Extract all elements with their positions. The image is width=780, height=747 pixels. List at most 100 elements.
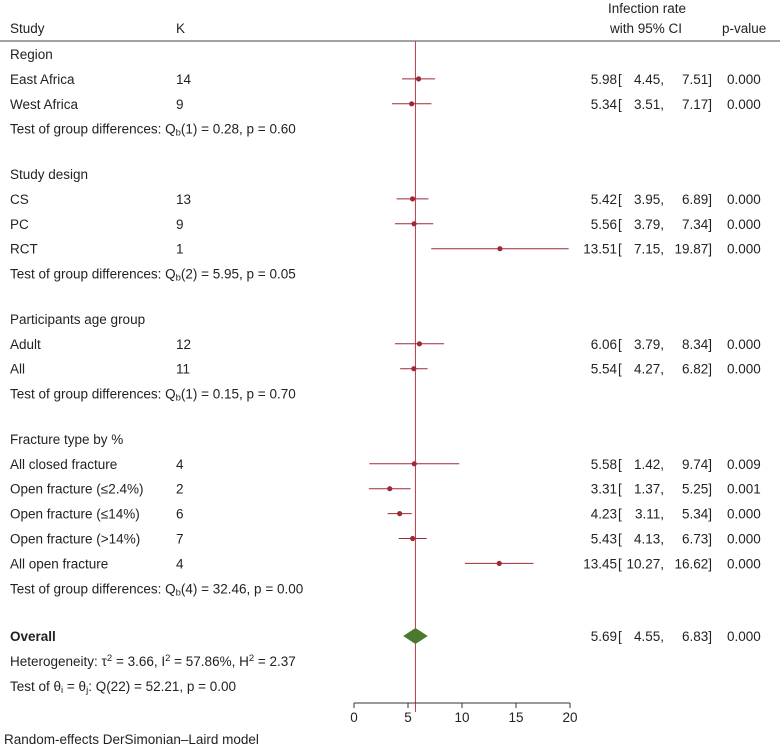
group-test-prefix: Test of group differences: Q bbox=[10, 122, 176, 137]
row-k: 7 bbox=[176, 532, 184, 547]
group-test-suffix: (2) = 5.95, p = 0.05 bbox=[181, 267, 296, 282]
ci-bracket-open: [ bbox=[618, 482, 622, 497]
study-row: Open fracture (≤14%) 6 4.23[3.11, 5.34] 0.00… bbox=[10, 507, 761, 522]
ci-lower-value: 4.27, bbox=[634, 362, 664, 377]
row-label: PC bbox=[10, 217, 29, 232]
point-estimate bbox=[410, 535, 416, 542]
p-value: 0.001 bbox=[727, 482, 761, 497]
p-value: 0.000 bbox=[727, 629, 761, 644]
estimate-value: 13.51 bbox=[583, 242, 617, 257]
estimate-value: 13.45 bbox=[583, 556, 617, 571]
study-row: PC 9 5.56[3.79, 7.34] 0.000 bbox=[10, 217, 761, 232]
estimate-value: 5.56 bbox=[591, 217, 617, 232]
group-test: Test of group differences: Qb(2) = 5.95,… bbox=[10, 267, 296, 284]
ci-upper-value: 6.73] bbox=[682, 532, 712, 547]
estimate-value: 3.31 bbox=[591, 482, 617, 497]
header-k: K bbox=[176, 21, 185, 36]
ci-bracket-open: [ bbox=[618, 532, 622, 547]
point-estimate bbox=[387, 486, 393, 492]
point-estimate bbox=[497, 246, 503, 252]
ci-lower-value: 3.79, bbox=[634, 217, 664, 232]
study-row: All open fracture 4 13.45[10.27, 16.62] 0.00… bbox=[10, 556, 761, 571]
het-value: = 2.37 bbox=[254, 654, 296, 669]
estimate-value: 5.34 bbox=[591, 97, 618, 112]
p-value: 0.000 bbox=[727, 97, 761, 112]
estimate-value: 5.42 bbox=[591, 192, 617, 207]
row-label: RCT bbox=[10, 242, 38, 257]
x-tick-label: 20 bbox=[562, 710, 577, 725]
row-k: 1 bbox=[176, 242, 184, 257]
estimate-value: 5.58 bbox=[591, 457, 617, 472]
ci-bracket-open: [ bbox=[618, 217, 622, 232]
group-test-prefix: Test of group differences: Q bbox=[10, 267, 176, 282]
row-k: 9 bbox=[176, 217, 184, 232]
ci-bracket-open: [ bbox=[618, 629, 622, 644]
ci-lower-value: 4.55, bbox=[634, 629, 664, 644]
study-row: All 11 5.54[4.27, 6.82] 0.000 bbox=[10, 362, 761, 377]
row-label: West Africa bbox=[10, 97, 79, 112]
p-value: 0.000 bbox=[727, 507, 761, 522]
het-tau: Heterogeneity: τ bbox=[10, 654, 108, 669]
row-label: Adult bbox=[10, 337, 41, 352]
study-row: West Africa 9 5.34[3.51, 7.17] 0.000 bbox=[10, 97, 761, 112]
p-value: 0.000 bbox=[727, 556, 761, 571]
ci-upper-value: 7.34] bbox=[682, 217, 712, 232]
ci-bracket-open: [ bbox=[618, 362, 622, 377]
estimate-value: 6.06 bbox=[591, 337, 617, 352]
ci-bracket-open: [ bbox=[618, 242, 622, 257]
group-test: Test of group differences: Qb(1) = 0.15,… bbox=[10, 387, 296, 404]
point-estimate bbox=[409, 101, 415, 107]
het-h: = 57.86%, H bbox=[170, 654, 248, 669]
theta-sub-i: i bbox=[61, 685, 63, 696]
ci-lower-value: 10.27, bbox=[626, 556, 664, 571]
row-label: CS bbox=[10, 192, 29, 207]
group-title: Participants age group bbox=[10, 312, 145, 327]
group-test-subscript: b bbox=[176, 393, 181, 404]
ci-upper-value: 5.34] bbox=[682, 507, 712, 522]
study-row: Open fracture (>14%) 7 5.43[4.13, 6.73] 0.00… bbox=[10, 532, 761, 547]
group-test: Test of group differences: Qb(1) = 0.28,… bbox=[10, 122, 296, 139]
ci-upper-value: 5.25] bbox=[682, 482, 712, 497]
row-k: 14 bbox=[176, 72, 192, 87]
study-row: Open fracture (≤2.4%) 2 3.31[1.37, 5.25] 0.0… bbox=[10, 482, 761, 497]
group-test-subscript: b bbox=[176, 128, 181, 139]
estimate-value: 4.23 bbox=[591, 507, 617, 522]
header-pvalue: p-value bbox=[722, 21, 766, 36]
ci-upper-value: 16.62] bbox=[674, 556, 712, 571]
row-label: East Africa bbox=[10, 72, 75, 87]
header-effect-line1: Infection rate bbox=[608, 1, 686, 16]
ci-lower-value: 4.13, bbox=[634, 532, 664, 547]
ci-bracket-open: [ bbox=[618, 72, 622, 87]
group-test-subscript: b bbox=[176, 273, 181, 284]
group-title: Fracture type by % bbox=[10, 432, 123, 447]
row-k: 9 bbox=[176, 97, 184, 112]
group-test-subscript: b bbox=[176, 587, 181, 598]
ci-upper-value: 19.87] bbox=[674, 242, 712, 257]
ci-upper-value: 7.51] bbox=[682, 72, 712, 87]
ci-lower-value: 3.51, bbox=[634, 97, 664, 112]
group-test-suffix: (4) = 32.46, p = 0.00 bbox=[181, 581, 303, 596]
point-estimate bbox=[415, 76, 422, 82]
theta-sub-j: j bbox=[85, 685, 88, 696]
marks-layer: 0 5 10 15 20 bbox=[350, 41, 578, 725]
x-tick-label: 15 bbox=[508, 710, 523, 725]
point-estimate bbox=[416, 341, 423, 347]
estimate-value: 5.98 bbox=[591, 72, 617, 87]
row-k: 4 bbox=[176, 556, 184, 571]
header-study: Study bbox=[10, 21, 45, 36]
p-value: 0.009 bbox=[727, 457, 761, 472]
point-estimate bbox=[411, 461, 417, 467]
ci-lower-value: 1.42, bbox=[634, 457, 664, 472]
group-test: Test of group differences: Qb(4) = 32.46… bbox=[10, 581, 303, 598]
row-k: 2 bbox=[176, 482, 184, 497]
theta-suffix: : Q(22) = 52.21, p = 0.00 bbox=[88, 679, 236, 694]
overall-diamond bbox=[403, 628, 428, 644]
het-h-sup: 2 bbox=[249, 653, 254, 664]
row-label: All closed fracture bbox=[10, 457, 117, 472]
overall-label: Overall bbox=[10, 629, 56, 644]
row-k: 6 bbox=[176, 507, 184, 522]
ci-lower-value: 4.45, bbox=[634, 72, 664, 87]
group-test-prefix: Test of group differences: Q bbox=[10, 387, 176, 402]
p-value: 0.000 bbox=[727, 532, 761, 547]
